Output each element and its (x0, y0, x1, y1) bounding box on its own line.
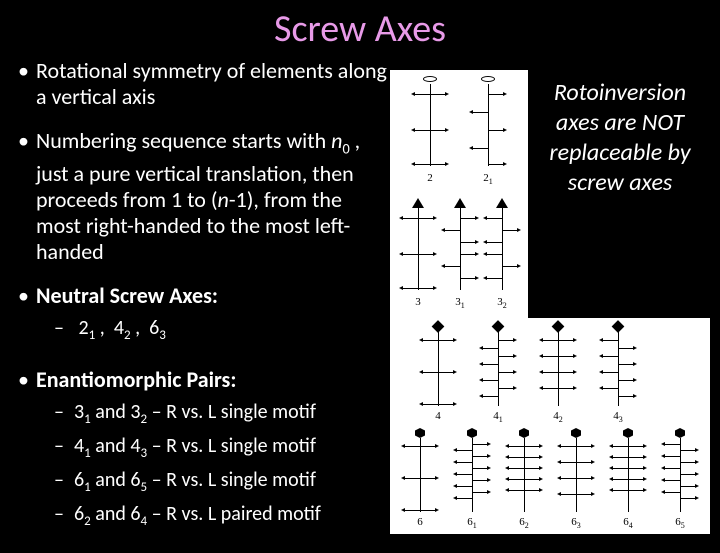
hexagon-icon (519, 428, 529, 438)
pair-item: – 31 and 32 – R vs. L single motif (54, 399, 388, 433)
square-icon (492, 320, 505, 333)
dash-icon: – (54, 399, 74, 433)
bullet-3-text: Neutral Screw Axes: (36, 283, 218, 309)
hexagon-icon (415, 428, 425, 438)
axis-6-4: 64 (606, 428, 650, 520)
bullet-dot: • (18, 283, 36, 309)
bullet-4-text: Enantiomorphic Pairs: (36, 367, 236, 393)
dash-icon: – (54, 501, 74, 535)
axis-4-2: 42 (536, 322, 580, 414)
bullet-2: • Numbering sequence starts with n0 , ju… (18, 128, 388, 265)
square-icon (432, 320, 445, 333)
triangle-icon (454, 198, 466, 208)
bullet-3: • Neutral Screw Axes: (18, 283, 388, 309)
neutral-item: – 21 , 42 , 63 (54, 315, 388, 349)
axis-6-1: 61 (450, 428, 494, 520)
slide-title: Screw Axes (0, 0, 720, 60)
axis-6: 6 (398, 428, 442, 520)
diagram-2-3-fold: 2 21 3 31 32 (390, 70, 528, 318)
hexagon-icon (571, 428, 581, 438)
pair-item: – 41 and 43 – R vs. L single motif (54, 433, 388, 467)
pair-item: – 62 and 64 – R vs. L paired motif (54, 501, 388, 535)
square-icon (612, 320, 625, 333)
axis-6-3: 63 (554, 428, 598, 520)
dash-icon: – (54, 467, 74, 501)
axis-4: 4 (416, 322, 460, 414)
bullet-1-text: Rotational symmetry of elements along a … (36, 58, 388, 110)
axis-3-1: 31 (438, 198, 482, 298)
axis-3-2: 32 (480, 198, 524, 298)
pair-text: 31 and 32 – R vs. L single motif (74, 399, 316, 433)
diagram-4-6-fold: 4 41 42 43 6 (390, 318, 710, 534)
triangle-icon (496, 198, 508, 208)
ellipse-icon (481, 76, 495, 82)
hexagon-icon (623, 428, 633, 438)
hexagon-icon (467, 428, 477, 438)
square-icon (552, 320, 565, 333)
left-column: • Rotational symmetry of elements along … (18, 58, 388, 553)
pairs-list: – 31 and 32 – R vs. L single motif – 41 … (54, 399, 388, 535)
bullet-2-text: Numbering sequence starts with n0 , just… (36, 128, 388, 265)
axis-3: 3 (396, 198, 440, 298)
bullet-4: • Enantiomorphic Pairs: (18, 367, 388, 393)
neutral-list: – 21 , 42 , 63 (54, 315, 388, 349)
bullet-dot: • (18, 367, 36, 393)
pair-text: 41 and 43 – R vs. L single motif (74, 433, 316, 467)
axis-6-2: 62 (502, 428, 546, 520)
ellipse-icon (423, 76, 437, 82)
bullet-dot: • (18, 58, 36, 110)
rotoinversion-note: Rotoinversion axes are NOT replaceable b… (532, 78, 708, 198)
pair-text: 62 and 64 – R vs. L paired motif (74, 501, 321, 535)
axis-4-3: 43 (596, 322, 640, 414)
axis-4-1: 41 (476, 322, 520, 414)
bullet-dot: • (18, 128, 36, 265)
dash-icon: – (54, 315, 74, 349)
hexagon-icon (675, 428, 685, 438)
dash-icon: – (54, 433, 74, 467)
neutral-text: 21 , 42 , 63 (74, 315, 166, 349)
bullet-1: • Rotational symmetry of elements along … (18, 58, 388, 110)
pair-item: – 61 and 65 – R vs. L single motif (54, 467, 388, 501)
axis-2-1: 21 (466, 76, 510, 176)
axis-6-5: 65 (658, 428, 702, 520)
axis-2: 2 (408, 76, 452, 176)
pair-text: 61 and 65 – R vs. L single motif (74, 467, 316, 501)
triangle-icon (412, 198, 424, 208)
